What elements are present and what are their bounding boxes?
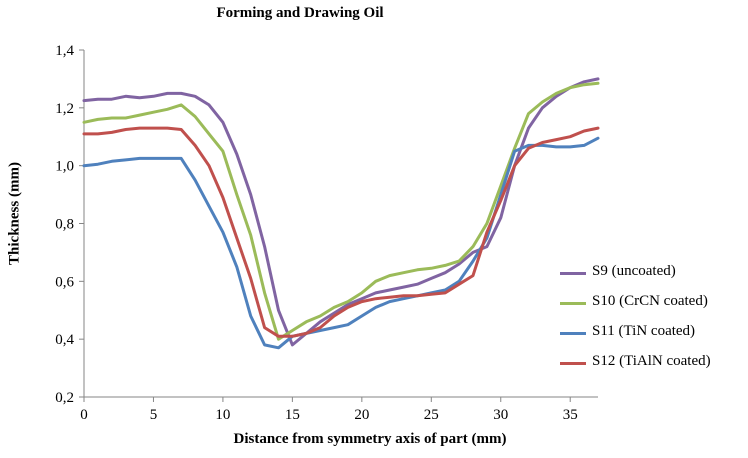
legend-item: S11 (TiN coated)	[560, 320, 745, 350]
legend-swatch	[560, 302, 586, 305]
x-tick-label: 30	[493, 407, 508, 423]
legend-label: S9 (uncoated)	[592, 263, 676, 279]
chart-legend: S9 (uncoated) S10 (CrCN coated) S11 (TiN c…	[560, 260, 745, 380]
x-tick-label: 0	[80, 407, 88, 423]
series-line-4	[82, 126, 600, 338]
legend-item: S12 (TiAlN coated)	[560, 350, 745, 380]
y-tick-label: 0,8	[55, 217, 74, 233]
series-line-2	[82, 81, 600, 341]
y-tick-label: 1,0	[55, 159, 74, 175]
x-tick-label: 35	[563, 407, 578, 423]
x-tick-label: 15	[285, 407, 300, 423]
y-tick-label: 0,6	[55, 274, 74, 290]
legend-label: S12 (TiAlN coated)	[592, 353, 711, 369]
x-tick-label: 20	[354, 407, 369, 423]
legend-swatch	[560, 362, 586, 365]
legend-label: S11 (TiN coated)	[592, 323, 696, 339]
chart-title: Forming and Drawing Oil	[216, 5, 384, 21]
legend-swatch	[560, 272, 586, 275]
x-axis-label: Distance from symmetry axis of part (mm)	[233, 431, 507, 447]
legend-item: S9 (uncoated)	[560, 260, 745, 290]
series-line-3	[82, 136, 600, 350]
y-tick-label: 0,4	[55, 332, 74, 348]
y-tick-label: 0,2	[55, 390, 74, 406]
x-tick-label: 5	[150, 407, 158, 423]
legend-item: S10 (CrCN coated)	[560, 290, 745, 320]
x-tick-label: 10	[215, 407, 230, 423]
y-tick-label: 1,2	[55, 101, 74, 117]
legend-label: S10 (CrCN coated)	[592, 293, 708, 309]
y-tick-label: 1,4	[55, 43, 74, 59]
x-tick-label: 25	[424, 407, 439, 423]
legend-swatch	[560, 332, 586, 335]
